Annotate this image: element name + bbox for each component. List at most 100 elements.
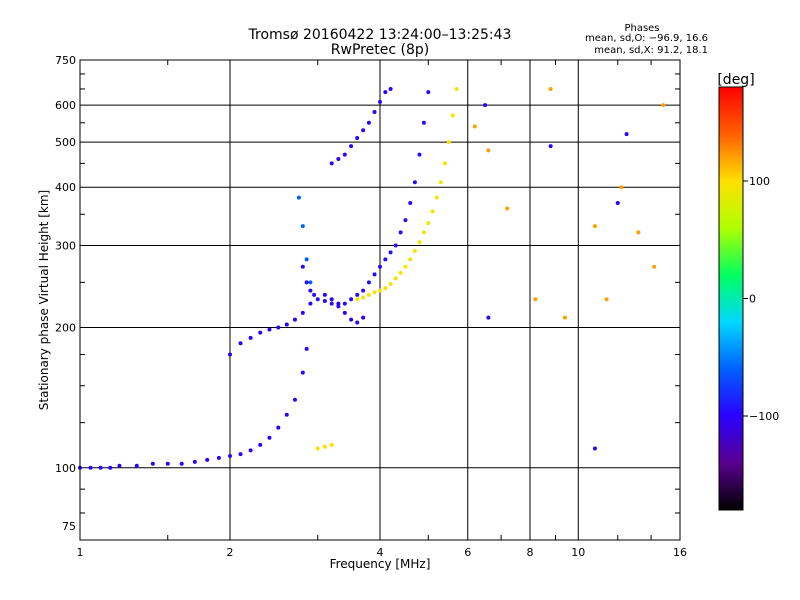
data-point: [434, 195, 439, 200]
plot-frame: [79, 59, 681, 541]
colorbar: 100 0 −100: [718, 86, 779, 511]
y-tick-label: 75: [62, 520, 76, 533]
series-7: [315, 442, 334, 451]
y-tick-label: 100: [55, 462, 76, 475]
data-point: [284, 322, 289, 327]
data-point: [450, 113, 455, 118]
data-point: [258, 330, 263, 335]
x-tick-label: 8: [527, 546, 534, 559]
data-point: [472, 124, 477, 129]
data-point: [548, 144, 553, 149]
data-point: [388, 250, 393, 255]
data-point: [430, 209, 435, 214]
data-point: [192, 459, 197, 464]
data-point: [421, 230, 426, 235]
data-point: [322, 444, 327, 449]
data-point: [342, 152, 347, 157]
data-point: [300, 370, 305, 375]
data-point: [393, 243, 398, 248]
data-point: [636, 230, 641, 235]
data-point: [108, 465, 113, 470]
y-tick-label: 600: [55, 99, 76, 112]
phase-box-line-o: mean, sd,O: −96.9, 16.6: [585, 33, 708, 44]
chart-subtitle: RwPretec (8p): [331, 42, 429, 58]
data-point: [267, 435, 272, 440]
data-point: [604, 297, 609, 302]
data-point: [592, 224, 597, 229]
data-point: [533, 297, 538, 302]
x-tick-label: 1: [77, 546, 84, 559]
y-axis-label: Stationary phase Virtual Height [km]: [37, 190, 51, 410]
data-point: [624, 132, 629, 137]
data-point: [349, 297, 354, 302]
data-point: [248, 335, 253, 340]
data-point: [315, 446, 320, 451]
data-point: [548, 86, 553, 91]
data-point: [661, 103, 666, 108]
data-point: [349, 317, 354, 322]
series-2: [300, 90, 431, 309]
data-point: [276, 325, 281, 330]
data-point: [300, 310, 305, 315]
data-point: [216, 455, 221, 460]
data-point: [408, 201, 413, 206]
x-tick-label: 6: [464, 546, 471, 559]
data-point: [383, 90, 388, 95]
data-point: [417, 152, 422, 157]
data-point: [304, 257, 309, 262]
data-point: [248, 448, 253, 453]
data-point: [361, 288, 366, 293]
colorbar-gradient: [718, 86, 744, 511]
data-point: [592, 446, 597, 451]
data-point: [412, 180, 417, 185]
data-point: [483, 103, 488, 108]
data-point: [426, 90, 431, 95]
data-point: [329, 297, 334, 302]
data-point: [300, 264, 305, 269]
data-point: [179, 461, 184, 466]
series-8: [472, 86, 666, 320]
data-point: [329, 301, 334, 306]
series-1: [228, 301, 313, 357]
plot-area: 1 2 4 6 8 10 16 75 100 200 300 400 500 600 750: [55, 54, 687, 559]
data-point: [372, 110, 377, 115]
data-point: [228, 454, 232, 459]
data-point: [329, 442, 334, 447]
phase-box-heading: Phases: [624, 23, 659, 34]
y-tick-label: 200: [55, 322, 76, 335]
data-point: [296, 195, 301, 200]
data-point: [258, 442, 263, 447]
data-point: [312, 292, 317, 297]
data-point: [267, 327, 272, 332]
data-point: [98, 465, 103, 470]
data-point: [378, 99, 382, 104]
data-point: [150, 461, 155, 466]
y-tick-label: 750: [55, 54, 76, 67]
data-point: [205, 457, 210, 462]
data-point: [292, 317, 297, 322]
colorbar-label: [deg]: [717, 72, 754, 88]
y-tick-label: 300: [55, 239, 76, 252]
data-point: [454, 86, 459, 91]
x-tick-label: 2: [227, 546, 234, 559]
series-6: [355, 86, 459, 302]
data-point: [442, 161, 447, 166]
series-4: [329, 86, 393, 166]
data-point: [300, 224, 305, 229]
data-point: [417, 240, 422, 245]
series-0: [78, 346, 309, 470]
data-point: [366, 120, 371, 125]
x-tick-label: 16: [673, 546, 687, 559]
data-point: [366, 280, 371, 285]
data-point: [308, 301, 313, 306]
colorbar-tick-label: 100: [749, 175, 770, 188]
data-point: [342, 301, 347, 306]
data-point: [349, 144, 354, 149]
y-tick-label: 400: [55, 181, 76, 194]
data-point: [284, 412, 289, 417]
data-point: [117, 463, 122, 468]
data-point: [393, 276, 398, 281]
data-point: [412, 248, 417, 253]
data-point: [383, 286, 388, 291]
